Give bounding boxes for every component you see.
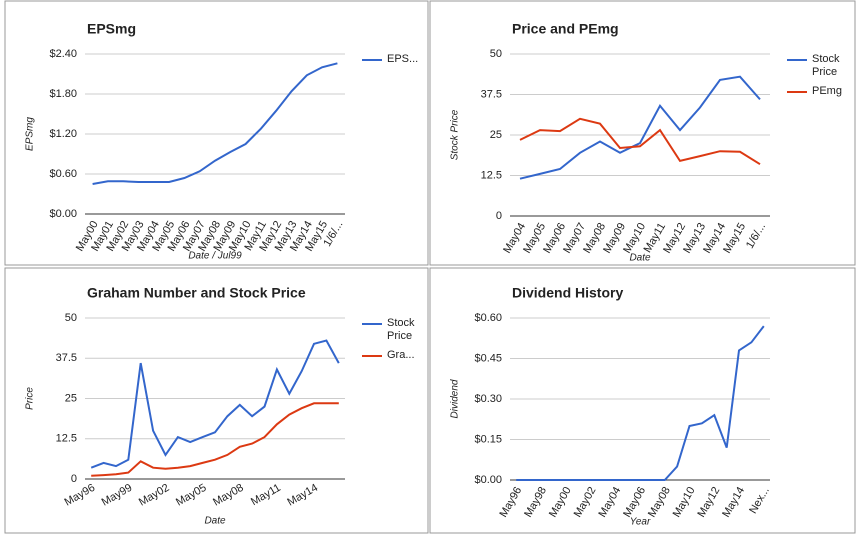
x-tick-label: May06 xyxy=(621,485,648,520)
x-tick-label: May14 xyxy=(720,485,747,520)
x-tick-label: May02 xyxy=(137,482,172,509)
series-line xyxy=(92,62,338,185)
legend-entry: PEmg xyxy=(812,85,842,97)
chart-title: Graham Number and Stock Price xyxy=(87,285,306,301)
legend-label: Stock Price xyxy=(387,317,415,342)
y-tick-label: $0.45 xyxy=(474,352,502,364)
x-tick-label: 1/6/... xyxy=(744,221,768,251)
x-tick-label: May00 xyxy=(547,485,574,520)
series-line xyxy=(516,325,765,481)
x-tick-label: May02 xyxy=(572,485,599,520)
y-tick-label: $1.80 xyxy=(49,88,77,100)
y-tick-label: $2.40 xyxy=(49,48,77,60)
y-tick-label: $0.00 xyxy=(49,208,77,220)
x-axis-title: Year xyxy=(630,517,651,528)
x-tick-label: May14 xyxy=(285,482,320,509)
legend-label: Gra... xyxy=(387,349,415,361)
y-tick-label: $0.30 xyxy=(474,393,502,405)
chart-title: Dividend History xyxy=(512,285,623,301)
panel-border xyxy=(429,267,856,534)
legend-label: EPS... xyxy=(387,53,419,65)
x-tick-label: May08 xyxy=(211,482,246,509)
chart-title: EPSmg xyxy=(87,21,136,37)
y-tick-label: $0.60 xyxy=(474,312,502,324)
x-axis-title: Date / Jul99 xyxy=(188,251,242,262)
y-axis-title: EPSmg xyxy=(25,117,36,151)
x-tick-label: May08 xyxy=(646,485,673,520)
y-axis-title: Stock Price xyxy=(450,109,461,160)
y-tick-label: 12.5 xyxy=(56,433,77,445)
y-axis-title: Price xyxy=(25,387,36,410)
legend-entry: Stock Price xyxy=(387,317,415,342)
y-tick-label: $0.00 xyxy=(474,474,502,486)
series-line xyxy=(519,75,761,180)
series-line xyxy=(519,117,761,166)
legend-entry: Gra... xyxy=(387,349,415,361)
x-tick-label: May04 xyxy=(596,485,623,520)
y-tick-label: 0 xyxy=(496,210,502,222)
y-tick-label: 50 xyxy=(65,312,77,324)
x-tick-label: May05 xyxy=(174,482,209,509)
y-tick-label: $0.60 xyxy=(49,168,77,180)
y-tick-label: 37.5 xyxy=(481,88,502,100)
legend-entry: EPS... xyxy=(387,53,419,65)
panel-border xyxy=(4,267,429,534)
chart-title: Price and PEmg xyxy=(512,21,619,37)
x-tick-label: May96 xyxy=(497,485,524,520)
y-tick-label: 37.5 xyxy=(56,352,77,364)
y-tick-label: 50 xyxy=(490,48,502,60)
legend-label: PEmg xyxy=(812,85,842,97)
y-tick-label: 25 xyxy=(65,392,77,404)
x-axis-title: Date xyxy=(629,253,651,264)
legend-entry: Stock Price xyxy=(812,53,840,78)
y-tick-label: $1.20 xyxy=(49,128,77,140)
x-tick-label: May98 xyxy=(522,485,549,520)
x-tick-label: May11 xyxy=(249,482,283,508)
y-tick-label: 12.5 xyxy=(481,169,502,181)
x-tick-label: May10 xyxy=(671,485,698,520)
x-tick-label: May12 xyxy=(695,485,722,520)
series-line xyxy=(91,402,339,477)
y-tick-label: 25 xyxy=(490,129,502,141)
y-tick-label: $0.15 xyxy=(474,433,502,445)
x-axis-title: Date xyxy=(204,516,226,527)
series-line xyxy=(90,339,340,469)
y-axis-title: Dividend xyxy=(450,379,461,418)
panel-border xyxy=(4,0,429,266)
x-tick-label: May99 xyxy=(100,482,135,509)
y-tick-label: 0 xyxy=(71,473,77,485)
x-tick-label: Nex... xyxy=(747,485,772,516)
legend-label: Stock Price xyxy=(812,53,840,78)
panel-border xyxy=(429,0,856,266)
x-tick-label: May96 xyxy=(63,482,98,509)
